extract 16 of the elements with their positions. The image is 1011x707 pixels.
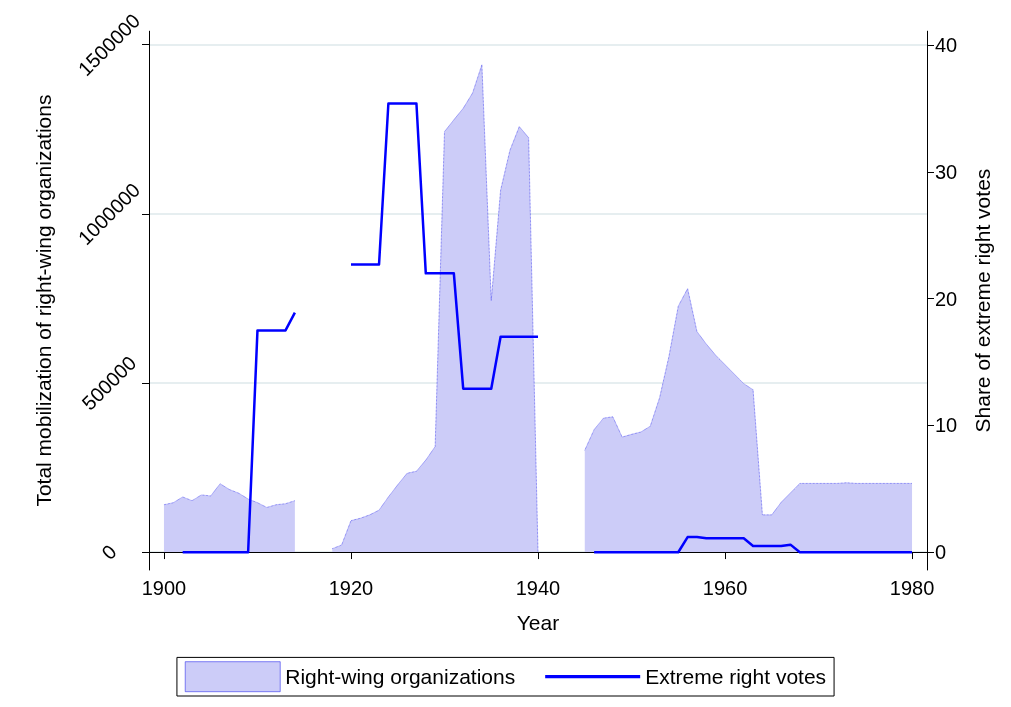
- x-tick-label: 1920: [328, 577, 374, 599]
- y-tick-label: 0: [97, 540, 121, 564]
- y-axis-title: Total mobilization of right-wing organizations: [32, 94, 55, 507]
- legend-label: Extreme right votes: [645, 665, 827, 689]
- x-axis-title: Year: [516, 611, 560, 634]
- x-tick-label: 1980: [889, 577, 935, 599]
- y2-tick-label: 0: [935, 541, 947, 564]
- x-tick-label: 1940: [515, 577, 561, 599]
- x-tick-label: 1900: [141, 577, 187, 599]
- legend-label: Right-wing organizations: [285, 665, 516, 689]
- y2-tick-label: 40: [935, 34, 958, 57]
- x-tick-label: 1960: [702, 577, 748, 599]
- y2-tick-label: 10: [935, 414, 958, 437]
- y2-axis-title: Share of extreme right votes: [971, 168, 994, 433]
- y2-tick-label: 20: [935, 287, 958, 310]
- y2-tick-label: 30: [935, 160, 958, 183]
